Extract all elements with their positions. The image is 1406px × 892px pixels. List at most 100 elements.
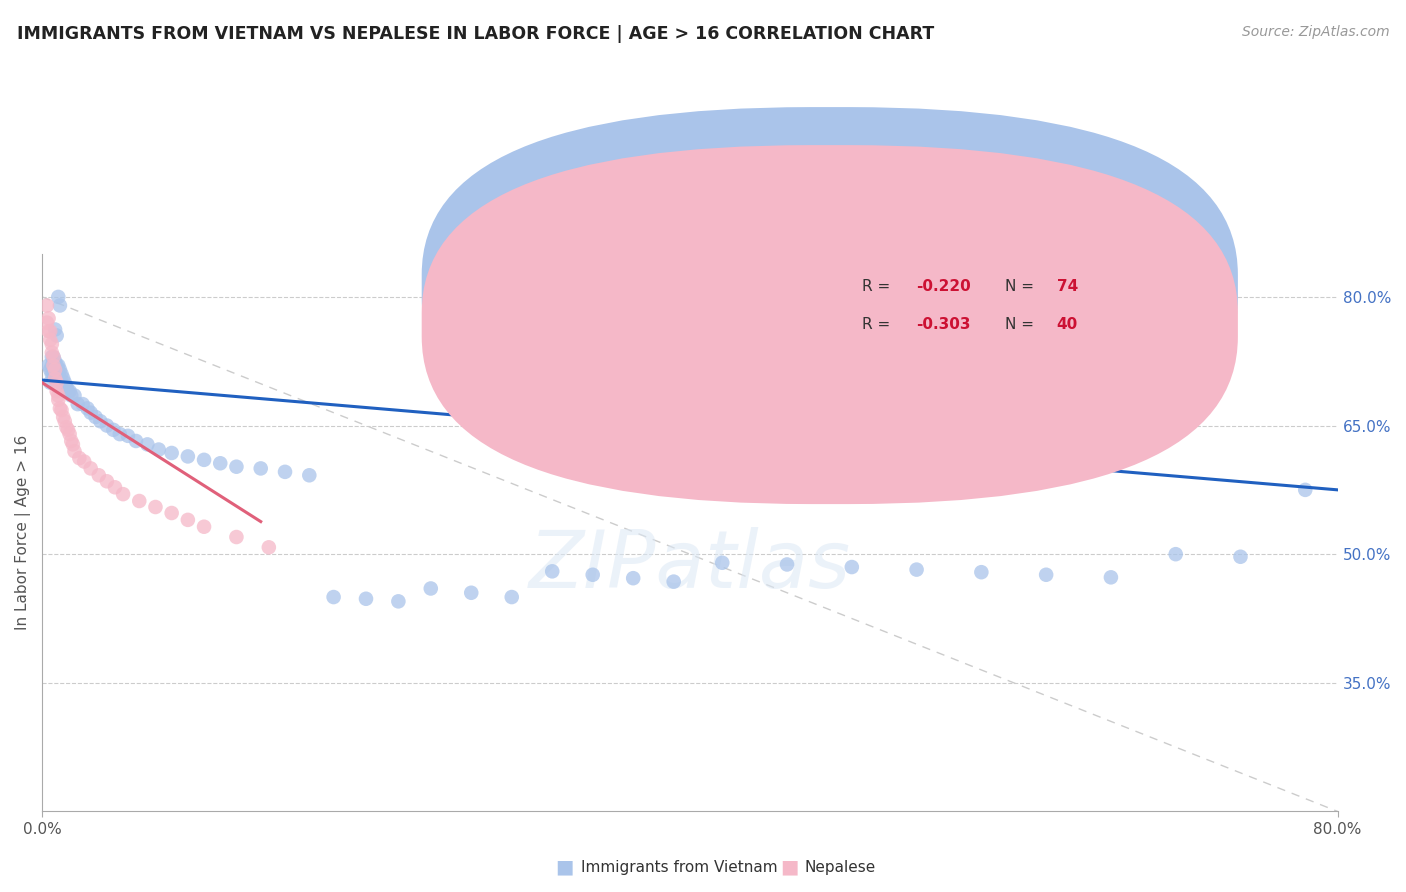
Point (104, 480, 127, 494)
Point (41, 367, 63, 381)
Text: Nepalese: Nepalese (804, 860, 876, 874)
Point (44, 371, 66, 385)
Point (776, 558, 799, 572)
Point (63, 444, 86, 458)
Point (44, 354, 66, 368)
Point (67, 451, 90, 466)
Text: ZIPatlas: ZIPatlas (529, 527, 851, 605)
Text: -0.220: -0.220 (917, 279, 972, 294)
Point (52, 371, 75, 385)
Text: ■: ■ (780, 857, 799, 877)
Point (41, 359, 63, 373)
Point (35, 298, 58, 312)
Point (1294, 483, 1316, 497)
Point (45, 328, 67, 343)
Point (711, 556, 734, 570)
Point (44, 371, 66, 385)
FancyBboxPatch shape (422, 145, 1237, 504)
Text: Source: ZipAtlas.com: Source: ZipAtlas.com (1241, 25, 1389, 39)
Point (38, 324, 60, 338)
Point (38, 359, 60, 373)
Point (60, 388, 83, 402)
Point (49, 298, 72, 312)
Point (84, 409, 107, 424)
Text: R =: R = (862, 279, 896, 294)
Point (49, 371, 72, 385)
Point (53, 376, 76, 390)
Point (80, 406, 103, 420)
Point (42, 350, 65, 364)
Point (387, 594, 409, 608)
Text: -0.303: -0.303 (917, 317, 972, 332)
Point (44, 322, 66, 336)
Point (225, 459, 247, 474)
FancyBboxPatch shape (775, 257, 1182, 354)
Point (145, 500, 167, 514)
Point (662, 574, 685, 589)
Point (42, 359, 65, 373)
Point (501, 590, 523, 604)
Point (45, 359, 67, 373)
Point (46, 363, 69, 377)
Point (41, 350, 63, 364)
Point (73, 454, 96, 468)
Point (621, 571, 644, 585)
Point (322, 590, 344, 604)
Point (1229, 549, 1251, 564)
Point (905, 563, 928, 577)
Y-axis label: In Labor Force | Age > 16: In Labor Force | Age > 16 (15, 435, 31, 631)
Point (44, 363, 66, 377)
Point (541, 565, 564, 579)
Point (46, 290, 69, 304)
Point (41, 345, 63, 359)
Point (298, 468, 321, 483)
Point (39, 333, 62, 347)
Point (59, 384, 82, 399)
Point (970, 565, 993, 579)
Point (62, 437, 84, 451)
Text: 40: 40 (1056, 317, 1078, 332)
Point (49, 363, 72, 377)
Point (96, 418, 118, 433)
Point (1099, 570, 1122, 584)
Point (1164, 547, 1187, 561)
Text: N =: N = (1005, 279, 1039, 294)
Point (89, 414, 111, 428)
Point (46, 359, 69, 373)
Text: Immigrants from Vietnam: Immigrants from Vietnam (581, 860, 778, 874)
Point (39, 324, 62, 338)
Point (42, 367, 65, 381)
Point (1035, 567, 1057, 582)
Point (112, 487, 135, 501)
Point (46, 392, 69, 407)
Text: ■: ■ (555, 857, 574, 877)
Point (160, 446, 183, 460)
Point (59, 427, 82, 442)
Text: IMMIGRANTS FROM VIETNAM VS NEPALESE IN LABOR FORCE | AGE > 16 CORRELATION CHART: IMMIGRANTS FROM VIETNAM VS NEPALESE IN L… (17, 25, 934, 43)
Point (45, 376, 67, 390)
Point (582, 567, 605, 582)
Point (225, 530, 247, 544)
Point (274, 465, 297, 479)
Point (128, 494, 150, 508)
Point (209, 456, 232, 470)
Point (103, 423, 125, 437)
Text: N =: N = (1005, 317, 1039, 332)
Point (46, 371, 69, 385)
Point (160, 506, 183, 520)
Point (45, 384, 67, 399)
Point (55, 380, 77, 394)
Point (51, 376, 73, 390)
Point (419, 582, 441, 596)
Point (56, 384, 79, 399)
Point (193, 453, 215, 467)
Point (35, 316, 58, 330)
Point (52, 380, 75, 394)
Point (45, 367, 67, 381)
Point (841, 560, 863, 574)
Point (249, 461, 271, 475)
Point (87, 468, 110, 483)
Point (460, 586, 482, 600)
Text: R =: R = (862, 317, 896, 332)
Point (51, 367, 73, 381)
